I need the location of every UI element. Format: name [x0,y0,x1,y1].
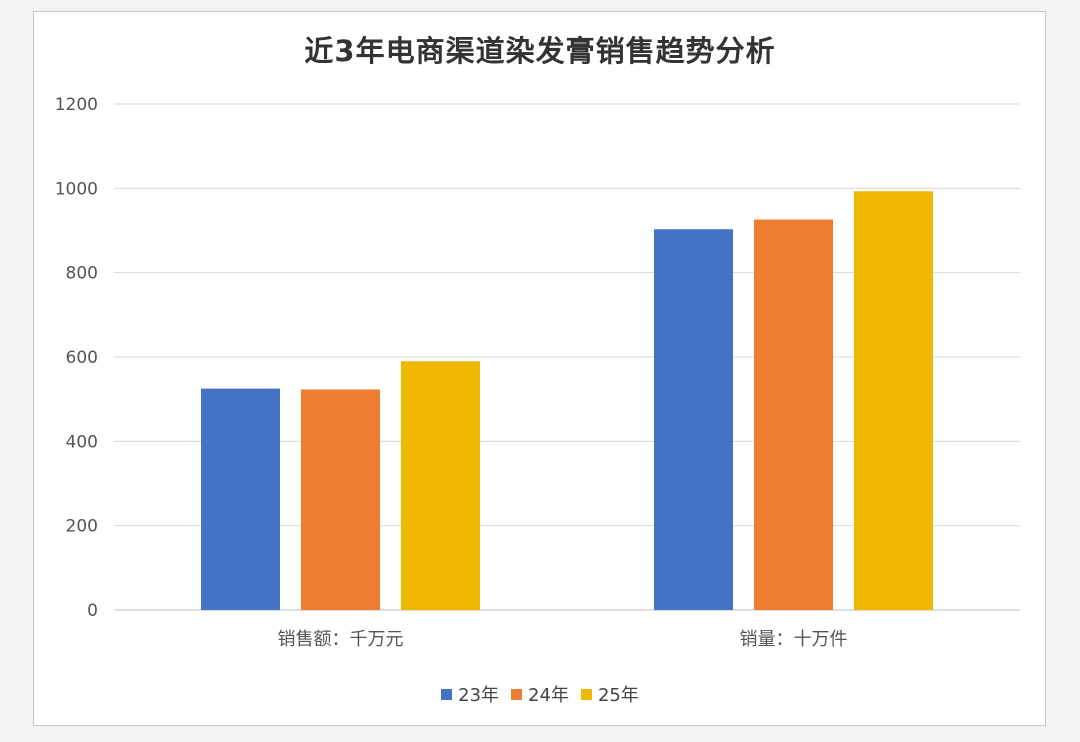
bar-24年-0 [301,389,380,610]
bar-24年-1 [754,219,833,610]
y-tick-label: 1000 [55,179,98,199]
x-category-label: 销量：十万件 [740,629,848,650]
legend-label: 24年 [528,685,569,706]
legend-swatch [441,688,453,700]
chart-title: 近3年电商渠道染发膏销售趋势分析 [304,34,776,68]
legend-swatch [580,688,592,700]
legend-item: 24年 [511,681,569,707]
y-tick-label: 200 [66,517,98,537]
legend-swatch [511,688,523,700]
y-tick-label: 800 [66,264,98,284]
bar-25年-0 [401,361,480,610]
bar-25年-1 [854,191,933,610]
bar-23年-1 [654,229,733,611]
y-tick-label: 400 [66,432,98,452]
legend-item: 25年 [580,681,639,707]
y-tick-label: 1200 [55,95,98,115]
legend-label: 23年 [458,685,500,706]
chart-legend: 23年 24年 25年 [0,681,1080,707]
y-tick-label: 0 [87,601,98,621]
legend-item: 23年 [441,681,499,707]
y-tick-label: 600 [66,348,98,368]
legend-label: 25年 [597,685,639,706]
bar-23年-0 [201,388,280,610]
x-category-label: 销售额：千万元 [278,629,404,650]
